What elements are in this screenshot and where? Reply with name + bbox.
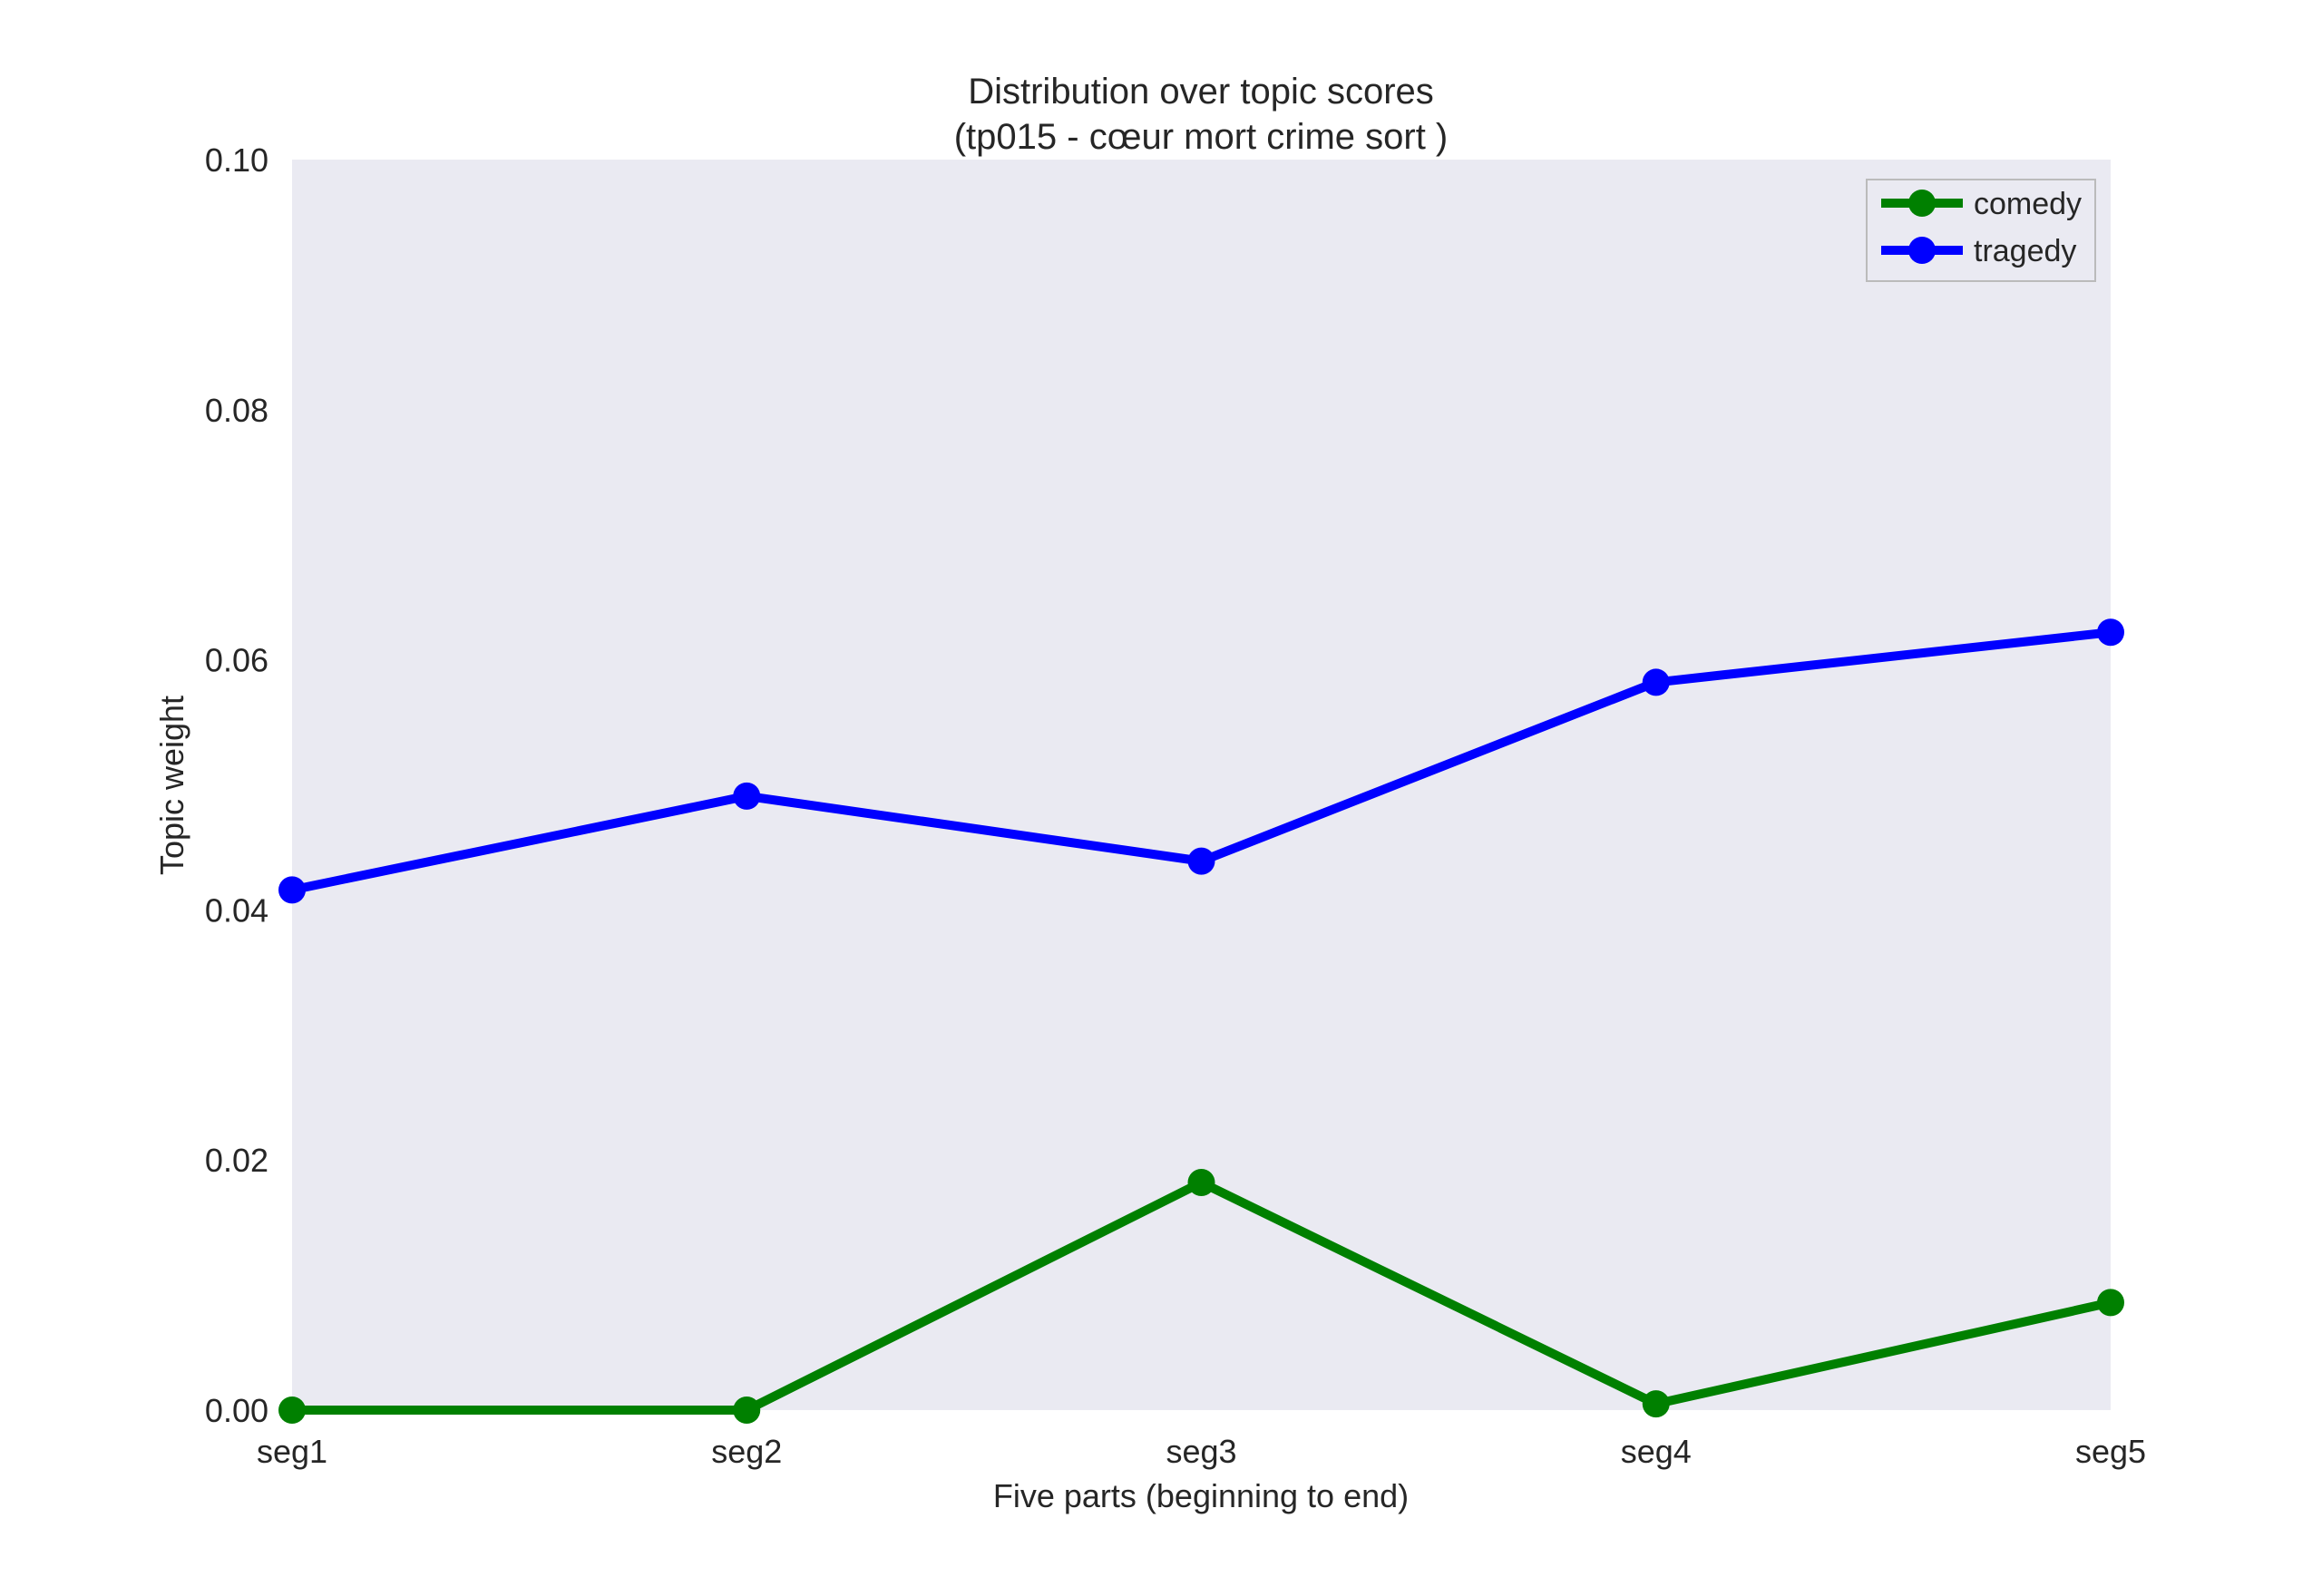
data-point	[2097, 1289, 2124, 1317]
series-tragedy	[278, 618, 2124, 904]
legend-item: comedy	[1881, 187, 2082, 221]
x-axis-label: Five parts (beginning to end)	[993, 1477, 1409, 1514]
data-point	[278, 876, 306, 904]
y-axis-label: Topic weight	[153, 696, 190, 875]
y-axis: 0.00 0.02 0.04 0.06 0.08 0.10	[205, 141, 268, 1429]
legend: comedy tragedy	[1866, 179, 2096, 282]
y-tick-label: 0.02	[205, 1142, 268, 1179]
y-tick-label: 0.04	[205, 891, 268, 929]
y-tick-label: 0.06	[205, 642, 268, 679]
series-layer	[278, 618, 2124, 1424]
data-point	[2097, 618, 2124, 647]
legend-label: tragedy	[1974, 234, 2076, 268]
y-tick-label: 0.00	[205, 1392, 268, 1429]
series-comedy	[278, 1169, 2124, 1424]
y-tick-label: 0.08	[205, 392, 268, 429]
x-axis: seg1 seg2 seg3 seg4 seg5	[257, 1433, 2146, 1470]
legend-box	[1866, 179, 2096, 282]
data-point	[1187, 847, 1215, 875]
y-tick-label: 0.10	[205, 141, 268, 179]
chart-title: Distribution over topic scores	[968, 72, 1434, 112]
x-tick-label: seg2	[711, 1433, 782, 1470]
data-point	[1187, 1169, 1215, 1197]
data-point	[278, 1396, 306, 1424]
chart-subtitle: (tp015 - cœur mort crime sort )	[954, 117, 1449, 157]
data-point	[1642, 668, 1670, 696]
legend-item: tragedy	[1881, 234, 2076, 268]
legend-items: comedy tragedy	[1881, 187, 2082, 268]
data-point	[1642, 1390, 1670, 1418]
legend-marker	[1908, 190, 1936, 217]
data-point	[733, 782, 761, 810]
x-tick-label: seg4	[1621, 1433, 1692, 1470]
x-tick-label: seg3	[1166, 1433, 1236, 1470]
x-tick-label: seg1	[257, 1433, 327, 1470]
legend-marker	[1908, 237, 1936, 264]
plot-area	[292, 160, 2111, 1410]
x-tick-label: seg5	[2075, 1433, 2146, 1470]
data-point	[733, 1396, 761, 1424]
legend-label: comedy	[1974, 187, 2082, 221]
